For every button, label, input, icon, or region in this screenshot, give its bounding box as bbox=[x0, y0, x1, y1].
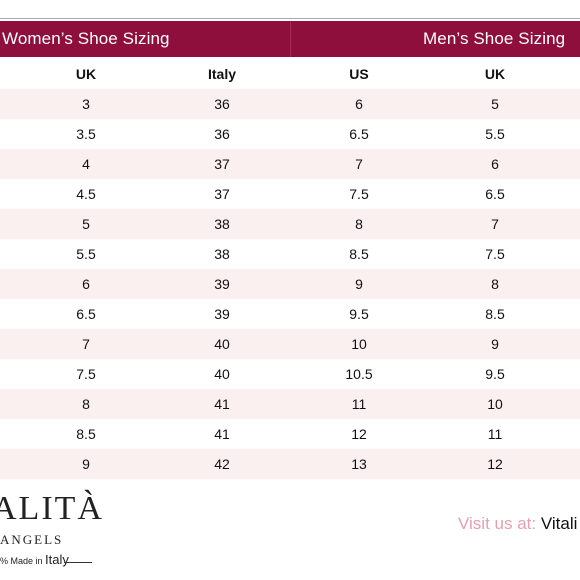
cell-women-uk: 4 bbox=[82, 156, 90, 172]
cell-us: 10.5 bbox=[345, 366, 373, 382]
cell-us: 8 bbox=[355, 216, 363, 232]
cell-us: 6.5 bbox=[349, 126, 369, 142]
table-row: 8.5 41 12 11 bbox=[0, 419, 580, 449]
top-divider bbox=[0, 0, 580, 20]
cell-men-uk: 12 bbox=[487, 456, 503, 472]
table-row: 6 39 9 8 bbox=[0, 269, 580, 299]
header-divider bbox=[290, 21, 291, 57]
cell-men-uk: 9.5 bbox=[485, 366, 505, 382]
visit-site-link[interactable]: Vitali bbox=[540, 514, 578, 533]
cell-us: 6 bbox=[355, 96, 363, 112]
cell-men-uk: 7.5 bbox=[485, 246, 505, 262]
logo-made-prefix: % Made in bbox=[0, 556, 46, 566]
cell-italy: 42 bbox=[214, 456, 230, 472]
column-header-italy: Italy bbox=[207, 66, 236, 82]
cell-us: 10 bbox=[351, 336, 367, 352]
size-table-body: 3 36 6 5 3.5 36 6.5 5.5 4 37 7 6 4.5 37 7.5 6.5 5 38 8 7 5.5… bbox=[0, 89, 580, 479]
visit-us: Visit us at: Vitali bbox=[458, 514, 577, 534]
logo-subtitle: ANGELS bbox=[0, 532, 64, 547]
cell-italy: 40 bbox=[214, 366, 230, 382]
cell-us: 8.5 bbox=[349, 246, 369, 262]
logo-made-country: Italy bbox=[45, 552, 69, 567]
men-sizing-title: Men’s Shoe Sizing bbox=[423, 29, 566, 48]
cell-italy: 36 bbox=[214, 126, 230, 142]
cell-women-uk: 6 bbox=[82, 276, 90, 292]
cell-italy: 39 bbox=[214, 276, 230, 292]
cell-italy: 37 bbox=[214, 186, 230, 202]
table-row: 5 38 8 7 bbox=[0, 209, 580, 239]
cell-women-uk: 3.5 bbox=[76, 126, 96, 142]
cell-us: 9.5 bbox=[349, 306, 369, 322]
cell-italy: 41 bbox=[214, 396, 230, 412]
cell-italy: 41 bbox=[214, 426, 230, 442]
cell-women-uk: 5 bbox=[82, 216, 90, 232]
logo-brand-text: ALITÀ bbox=[0, 490, 104, 527]
table-row: 6.5 39 9.5 8.5 bbox=[0, 299, 580, 329]
table-header-banner: Women’s Shoe Sizing Men’s Shoe Sizing bbox=[0, 21, 580, 57]
cell-women-uk: 4.5 bbox=[76, 186, 96, 202]
cell-men-uk: 5.5 bbox=[485, 126, 505, 142]
cell-us: 7.5 bbox=[349, 186, 369, 202]
cell-men-uk: 5 bbox=[491, 96, 499, 112]
cell-italy: 38 bbox=[214, 246, 230, 262]
cell-women-uk: 8 bbox=[82, 396, 90, 412]
table-row: 3.5 36 6.5 5.5 bbox=[0, 119, 580, 149]
cell-us: 12 bbox=[351, 426, 367, 442]
cell-women-uk: 3 bbox=[82, 96, 90, 112]
table-row: 3 36 6 5 bbox=[0, 89, 580, 119]
women-sizing-title: Women’s Shoe Sizing bbox=[2, 29, 170, 48]
column-header-us: US bbox=[349, 66, 369, 82]
cell-italy: 36 bbox=[214, 96, 230, 112]
table-row: 8 41 11 10 bbox=[0, 389, 580, 419]
brand-logo: ALITÀ ANGELS % Made in Italy bbox=[0, 490, 120, 580]
column-headers: UK Italy US UK bbox=[0, 57, 580, 89]
cell-men-uk: 8 bbox=[491, 276, 499, 292]
cell-us: 7 bbox=[355, 156, 363, 172]
column-header-women-uk: UK bbox=[75, 66, 97, 82]
cell-italy: 39 bbox=[214, 306, 230, 322]
cell-us: 9 bbox=[355, 276, 363, 292]
cell-women-uk: 7.5 bbox=[76, 366, 96, 382]
cell-men-uk: 11 bbox=[487, 426, 503, 442]
cell-women-uk: 7 bbox=[82, 336, 90, 352]
cell-us: 13 bbox=[351, 456, 367, 472]
cell-italy: 40 bbox=[214, 336, 230, 352]
table-row: 7.5 40 10.5 9.5 bbox=[0, 359, 580, 389]
table-row: 5.5 38 8.5 7.5 bbox=[0, 239, 580, 269]
cell-italy: 38 bbox=[214, 216, 230, 232]
cell-men-uk: 10 bbox=[487, 396, 503, 412]
table-row: 7 40 10 9 bbox=[0, 329, 580, 359]
cell-italy: 37 bbox=[214, 156, 230, 172]
cell-men-uk: 8.5 bbox=[485, 306, 505, 322]
cell-women-uk: 8.5 bbox=[76, 426, 96, 442]
cell-women-uk: 6.5 bbox=[76, 306, 96, 322]
cell-men-uk: 7 bbox=[491, 216, 499, 232]
table-row: 4.5 37 7.5 6.5 bbox=[0, 179, 580, 209]
table-row: 4 37 7 6 bbox=[0, 149, 580, 179]
visit-label: Visit us at: bbox=[458, 514, 541, 533]
logo-made-in: % Made in Italy bbox=[0, 552, 69, 567]
logo-rule bbox=[64, 562, 92, 563]
cell-men-uk: 6 bbox=[491, 156, 499, 172]
column-header-men-uk: UK bbox=[484, 66, 506, 82]
cell-us: 11 bbox=[351, 396, 367, 412]
cell-women-uk: 9 bbox=[82, 456, 90, 472]
table-row: 9 42 13 12 bbox=[0, 449, 580, 479]
cell-women-uk: 5.5 bbox=[76, 246, 96, 262]
cell-men-uk: 6.5 bbox=[485, 186, 505, 202]
cell-men-uk: 9 bbox=[491, 336, 499, 352]
